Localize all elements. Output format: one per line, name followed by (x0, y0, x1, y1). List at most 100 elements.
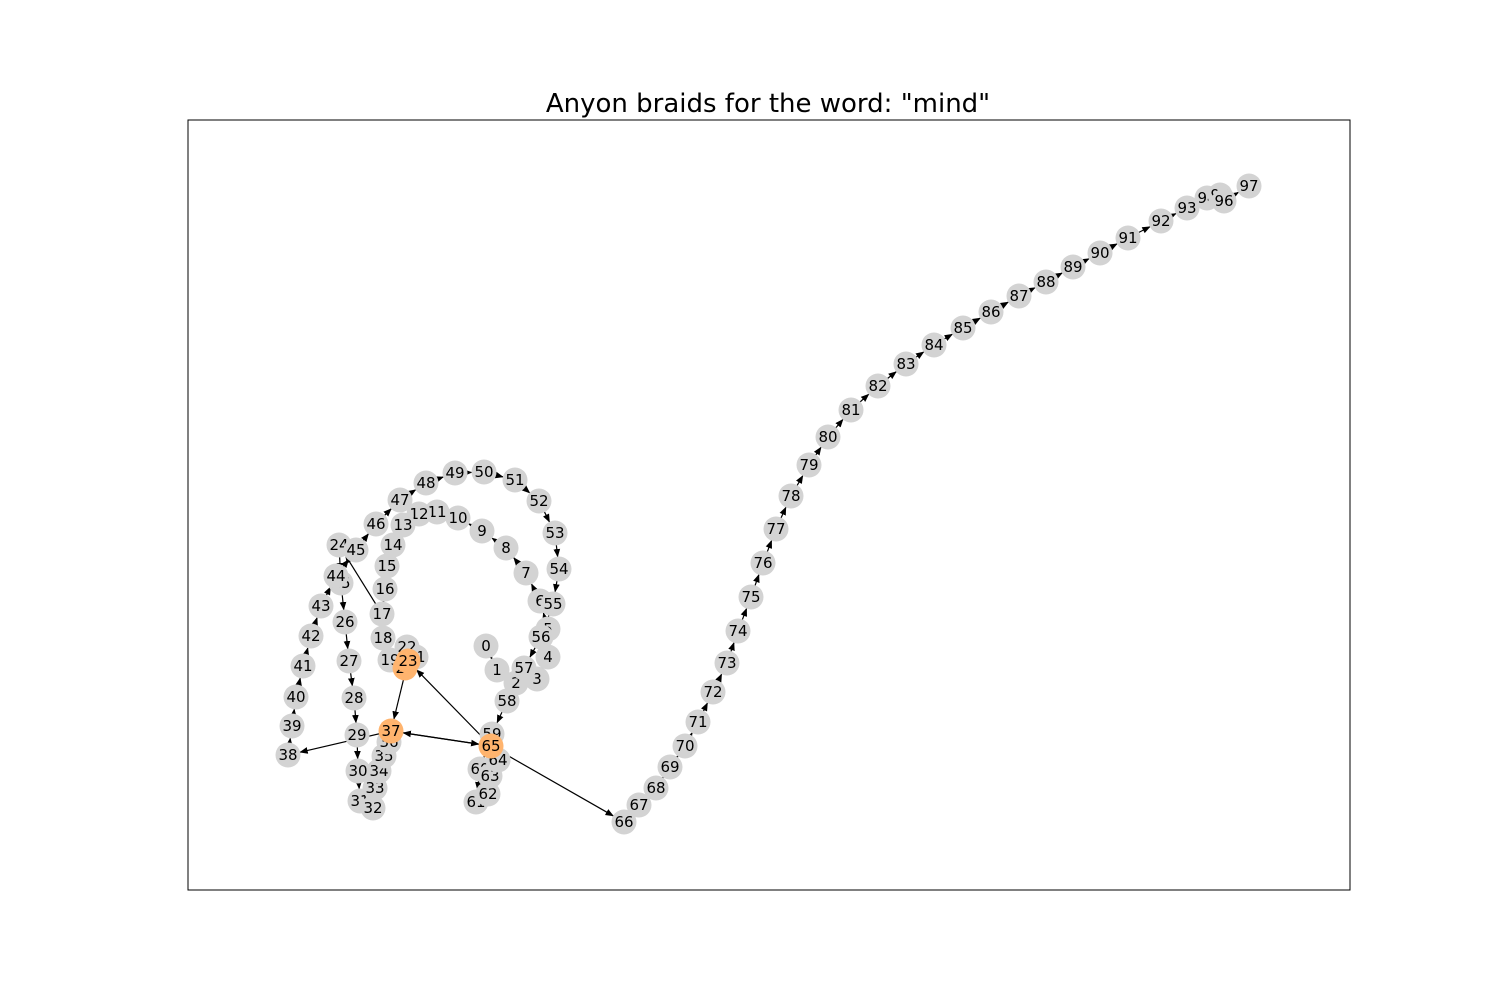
node-label: 65 (481, 737, 500, 755)
node-marker (1087, 240, 1113, 266)
node-1: 1 (484, 657, 510, 683)
node-marker (540, 591, 566, 617)
node-marker (700, 679, 726, 705)
node-49: 49 (442, 460, 468, 486)
edge-37-38 (299, 730, 392, 754)
node-label: 81 (841, 401, 860, 419)
nodes-layer: 0123456789101112131415161718192021222324… (275, 173, 1262, 835)
node-marker (298, 623, 324, 649)
node-57: 57 (511, 655, 537, 681)
node-28: 28 (341, 685, 367, 711)
node-marker (1115, 225, 1141, 251)
node-label: 1 (492, 661, 502, 679)
node-label: 23 (398, 652, 417, 670)
node-label: 85 (953, 319, 972, 337)
node-marker (526, 488, 552, 514)
node-marker (484, 657, 510, 683)
node-label: 79 (799, 456, 818, 474)
node-70: 70 (672, 733, 698, 759)
node-label: 41 (293, 657, 312, 675)
node-marker (978, 299, 1004, 325)
node-43: 43 (308, 593, 334, 619)
node-marker (535, 644, 561, 670)
node-marker (494, 688, 520, 714)
node-9: 9 (469, 518, 495, 544)
node-label: 74 (728, 622, 747, 640)
node-marker (275, 742, 301, 768)
node-marker (546, 556, 572, 582)
node-44: 44 (323, 563, 349, 589)
node-label: 80 (818, 428, 837, 446)
figure-title: Anyon braids for the word: "mind" (546, 89, 990, 119)
node-label: 44 (326, 567, 345, 585)
node-marker (445, 505, 471, 531)
node-76: 76 (750, 550, 776, 576)
node-marker (921, 332, 947, 358)
node-marker (778, 483, 804, 509)
node-marker (413, 470, 439, 496)
node-label: 56 (531, 628, 550, 646)
node-69: 69 (657, 754, 683, 780)
node-77: 77 (763, 516, 789, 542)
node-label: 29 (347, 726, 366, 744)
node-label: 43 (311, 597, 330, 615)
node-0: 0 (473, 633, 499, 659)
node-80: 80 (815, 424, 841, 450)
node-marker (380, 532, 406, 558)
node-23: 23 (395, 648, 421, 674)
node-marker (378, 718, 404, 744)
node-marker (374, 553, 400, 579)
node-label: 55 (543, 595, 562, 613)
node-marker (395, 648, 421, 674)
node-39: 39 (279, 713, 305, 739)
node-18: 18 (370, 625, 396, 651)
node-label: 93 (1177, 199, 1196, 217)
node-label: 90 (1090, 244, 1109, 262)
node-marker (283, 684, 309, 710)
node-97: 97 (1236, 173, 1262, 199)
node-label: 0 (481, 637, 491, 655)
node-label: 9 (477, 522, 487, 540)
node-label: 42 (301, 627, 320, 645)
node-marker (502, 467, 528, 493)
node-marker (893, 351, 919, 377)
node-label: 4 (543, 648, 553, 666)
node-16: 16 (372, 576, 398, 602)
node-marker (290, 653, 316, 679)
node-label: 52 (529, 492, 548, 510)
node-label: 78 (781, 487, 800, 505)
node-label: 83 (896, 355, 915, 373)
node-66: 66 (611, 809, 637, 835)
node-label: 2 (511, 674, 521, 692)
node-15: 15 (374, 553, 400, 579)
node-marker (513, 560, 539, 586)
node-marker (471, 459, 497, 485)
node-50: 50 (471, 459, 497, 485)
node-marker (363, 511, 389, 537)
node-label: 51 (505, 471, 524, 489)
node-42: 42 (298, 623, 324, 649)
node-62: 62 (475, 781, 501, 807)
node-label: 67 (629, 796, 648, 814)
node-87: 87 (1006, 283, 1032, 309)
node-label: 58 (497, 692, 516, 710)
plot-frame (187, 119, 1351, 891)
node-86: 86 (978, 299, 1004, 325)
node-marker (332, 609, 358, 635)
node-label: 15 (377, 557, 396, 575)
node-marker (796, 452, 822, 478)
edge-65-23 (416, 669, 492, 747)
node-91: 91 (1115, 225, 1141, 251)
node-89: 89 (1060, 254, 1086, 280)
node-93: 93 (1174, 195, 1200, 221)
node-marker (469, 518, 495, 544)
node-marker (815, 424, 841, 450)
node-56: 56 (528, 624, 554, 650)
node-marker (1211, 188, 1237, 214)
node-marker (657, 754, 683, 780)
node-label: 30 (348, 762, 367, 780)
node-label: 27 (339, 652, 358, 670)
node-label: 54 (549, 560, 568, 578)
node-51: 51 (502, 467, 528, 493)
node-label: 87 (1009, 287, 1028, 305)
